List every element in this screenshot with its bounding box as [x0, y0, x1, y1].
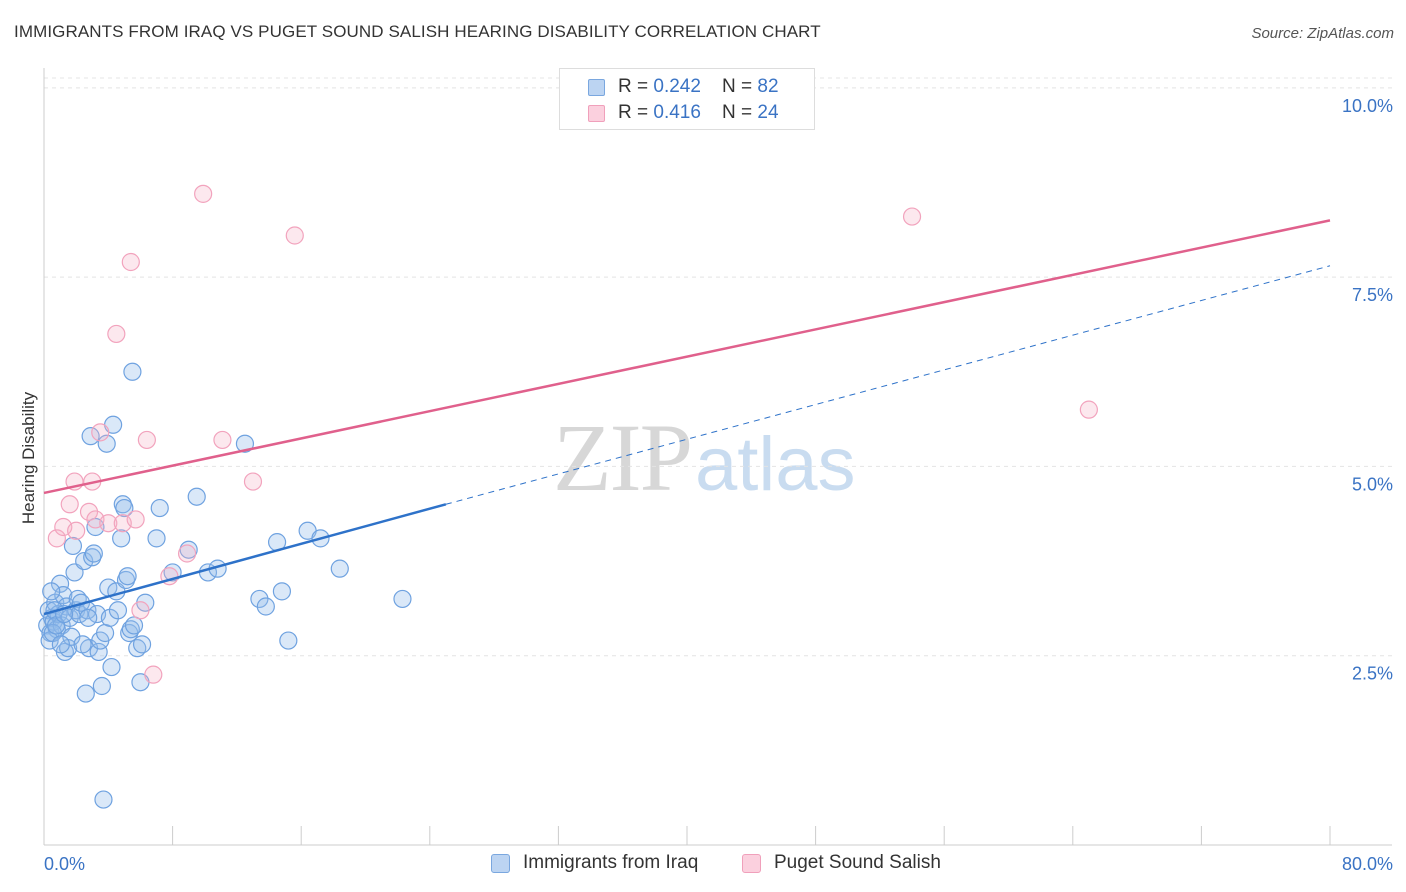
iraq-point-63	[235, 434, 255, 453]
x-tick-label-0: 0.0%	[44, 854, 85, 874]
legend-swatch-iraq	[588, 79, 605, 96]
iraq-point-43	[112, 529, 131, 548]
iraq-trend-line	[43, 503, 447, 616]
iraq-point-71	[330, 559, 349, 578]
watermark: ZIPatlas	[553, 402, 856, 513]
iraq-point-72	[393, 589, 412, 609]
y-tick-label-3: 10.0%	[1342, 96, 1393, 116]
y-tick-label-0: 2.5%	[1352, 664, 1393, 684]
salish-point-10	[107, 324, 126, 344]
iraq-point-31	[89, 642, 108, 662]
iraq-point-51	[124, 616, 144, 635]
iraq-point-23	[76, 684, 95, 703]
salish-point-21	[243, 472, 263, 491]
iraq-point-47	[118, 567, 137, 586]
salish-point-15	[137, 430, 156, 450]
iraq-point-34	[94, 790, 113, 809]
salish-trend-line	[43, 219, 1331, 495]
salish-point-22	[285, 226, 304, 245]
iraq-point-42	[108, 601, 128, 620]
chart-source: Source: ZipAtlas.com	[1251, 25, 1394, 42]
salish-point-0	[47, 529, 66, 548]
bottom-legend-swatch-iraq	[491, 854, 510, 873]
watermark-zip: ZIP	[553, 404, 693, 511]
salish-point-23	[902, 207, 922, 226]
iraq-point-33	[92, 676, 111, 696]
salish-point-9	[99, 514, 118, 533]
iraq-point-45	[115, 498, 134, 518]
salish-point-4	[67, 521, 86, 540]
chart-title: IMMIGRANTS FROM IRAQ VS PUGET SOUND SALI…	[14, 22, 821, 41]
iraq-point-67	[272, 582, 292, 601]
salish-point-16	[144, 665, 163, 684]
iraq-point-64	[250, 589, 269, 609]
iraq-point-35	[95, 623, 115, 643]
x-tick-label-1: 80.0%	[1342, 854, 1393, 874]
salish-point-8	[91, 423, 110, 442]
salish-point-14	[131, 601, 150, 620]
iraq-point-16	[63, 536, 83, 556]
legend-stats-iraq: R = 0.242 N = 82	[618, 76, 779, 97]
iraq-point-60	[187, 487, 206, 506]
iraq-point-74	[42, 582, 61, 601]
iraq-trend-extension	[445, 265, 1331, 505]
salish-point-18	[177, 544, 197, 563]
y-tick-label-2: 7.5%	[1352, 285, 1393, 305]
salish-point-19	[194, 184, 213, 203]
iraq-point-54	[132, 635, 152, 654]
iraq-point-65	[256, 597, 275, 616]
salish-point-24	[1079, 400, 1098, 419]
y-tick-label-1: 5.0%	[1352, 474, 1393, 494]
legend-stats-salish: R = 0.416 N = 24	[618, 102, 779, 123]
iraq-point-50	[123, 362, 142, 381]
iraq-point-36	[97, 434, 116, 453]
watermark-atlas: atlas	[695, 422, 856, 507]
iraq-point-78	[51, 635, 70, 654]
salish-point-20	[213, 430, 232, 450]
iraq-point-26	[81, 427, 100, 446]
bottom-legend-swatch-salish	[742, 854, 761, 873]
salish-point-2	[60, 495, 79, 514]
salish-point-12	[121, 252, 140, 272]
iraq-point-10	[54, 586, 73, 605]
legend-swatch-salish	[588, 105, 605, 122]
iraq-point-68	[279, 631, 298, 650]
bottom-legend-label-salish: Puget Sound Salish	[774, 852, 941, 873]
iraq-point-80	[73, 635, 92, 654]
salish-point-13	[126, 510, 145, 529]
correlation-legend: R = 0.242 N = 82 R = 0.416 N = 24	[559, 68, 815, 130]
iraq-point-39	[102, 657, 121, 677]
y-axis-label: Hearing Disability	[19, 391, 38, 524]
bottom-legend-label-iraq: Immigrants from Iraq	[523, 852, 699, 873]
iraq-point-28	[84, 544, 103, 563]
iraq-point-57	[150, 498, 169, 518]
iraq-point-81	[79, 608, 98, 627]
salish-point-5	[79, 502, 99, 521]
iraq-point-56	[147, 529, 166, 548]
